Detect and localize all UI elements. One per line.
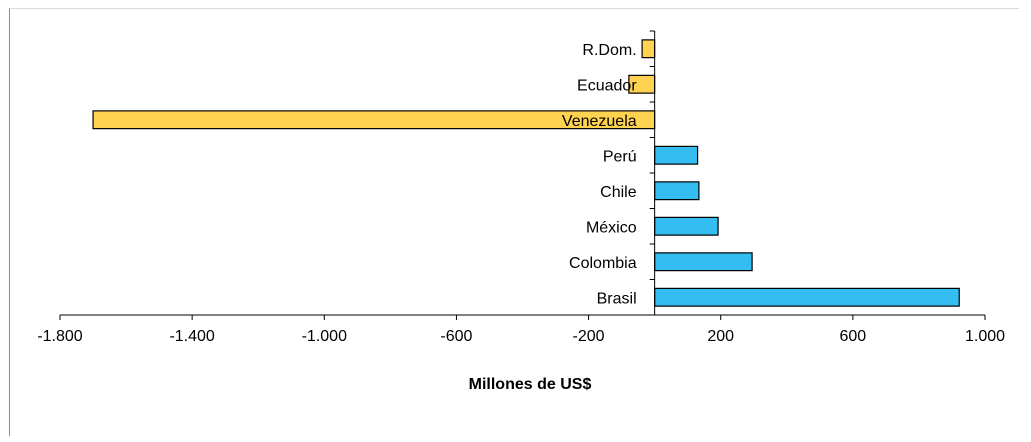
bars-group [92, 39, 960, 307]
axes-group [59, 30, 986, 320]
x-tick-label: -1.000 [302, 328, 347, 345]
bar-chile [654, 181, 700, 201]
category-label: Brasil [597, 290, 637, 307]
x-tick-label: 1.000 [965, 328, 1005, 345]
labels-group: -1.800 -1.400 -1.000 -600 -200 200 600 1.000 R.D… [37, 42, 1005, 345]
x-tick-label: 600 [840, 328, 867, 345]
category-label: Colombia [569, 255, 637, 272]
bar-per [654, 145, 699, 165]
category-label: Venezuela [562, 113, 637, 130]
category-label: Chile [600, 184, 637, 201]
x-tick-label: -1.800 [37, 328, 82, 345]
category-label: R.Dom. [582, 42, 636, 59]
bar-brasil [654, 287, 960, 307]
x-tick-label: -200 [573, 328, 605, 345]
x-axis-title: Millones de US$ [469, 376, 592, 393]
category-label: Ecuador [577, 77, 637, 94]
bar-r-dom [641, 39, 656, 59]
bar-m-xico [654, 216, 719, 236]
category-label: México [586, 219, 637, 236]
chart-frame [9, 8, 1019, 436]
x-tick-label: 200 [707, 328, 734, 345]
x-tick-label: -1.400 [169, 328, 214, 345]
x-tick-label: -600 [440, 328, 472, 345]
category-label: Perú [603, 148, 637, 165]
bar-colombia [654, 252, 753, 272]
